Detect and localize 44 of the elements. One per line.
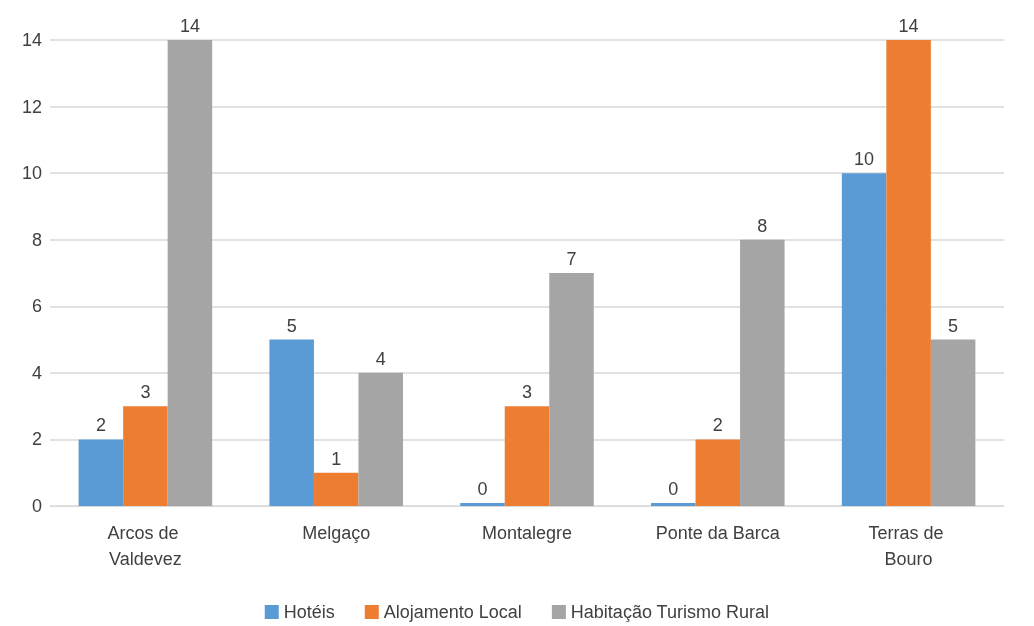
legend-label: Hotéis	[283, 602, 335, 622]
bar	[167, 40, 213, 506]
bar	[123, 406, 168, 506]
data-label: 2	[712, 415, 723, 436]
data-label: 0	[477, 479, 488, 499]
data-label: 4	[375, 348, 386, 369]
bar	[740, 239, 785, 506]
data-label: 5	[948, 315, 959, 336]
bar	[358, 372, 403, 506]
legend-label: Alojamento Local	[383, 602, 522, 622]
y-tick-label: 10	[21, 163, 42, 184]
x-tick-label: Terras de Bouro	[868, 523, 949, 569]
y-tick-label: 6	[31, 296, 42, 317]
y-tick-label: 8	[31, 229, 42, 250]
y-tick-label: 2	[31, 429, 42, 450]
x-tick-label: Montalegre	[481, 523, 573, 543]
bar	[269, 339, 314, 506]
data-label: 1	[331, 448, 342, 469]
y-tick-label: 0	[31, 496, 42, 516]
bar	[886, 40, 931, 506]
data-label: 14	[179, 16, 200, 36]
bar	[695, 439, 741, 506]
y-tick-label: 14	[21, 30, 42, 50]
data-label: 7	[566, 249, 577, 269]
data-label: 3	[521, 382, 533, 403]
y-tick-label: 12	[21, 96, 42, 117]
bar	[930, 339, 976, 506]
bar	[313, 472, 359, 506]
data-label: 14	[898, 16, 919, 36]
x-tick-label: Melgaço	[302, 523, 371, 543]
data-label: 3	[140, 382, 151, 403]
data-label: 8	[757, 215, 768, 236]
bar	[841, 173, 887, 506]
bar	[549, 273, 594, 506]
x-tick-label: Arcos de Valdevez	[107, 523, 184, 569]
data-label: 5	[286, 315, 297, 336]
legend-label: Habitação Turismo Rural	[570, 602, 769, 622]
bar	[504, 406, 550, 506]
y-tick-label: 4	[31, 362, 42, 383]
data-label: 0	[668, 479, 679, 499]
bar	[78, 439, 124, 506]
data-label: 2	[95, 415, 106, 436]
x-tick-label: Ponte da Barca	[655, 523, 781, 543]
data-label: 10	[854, 149, 875, 170]
